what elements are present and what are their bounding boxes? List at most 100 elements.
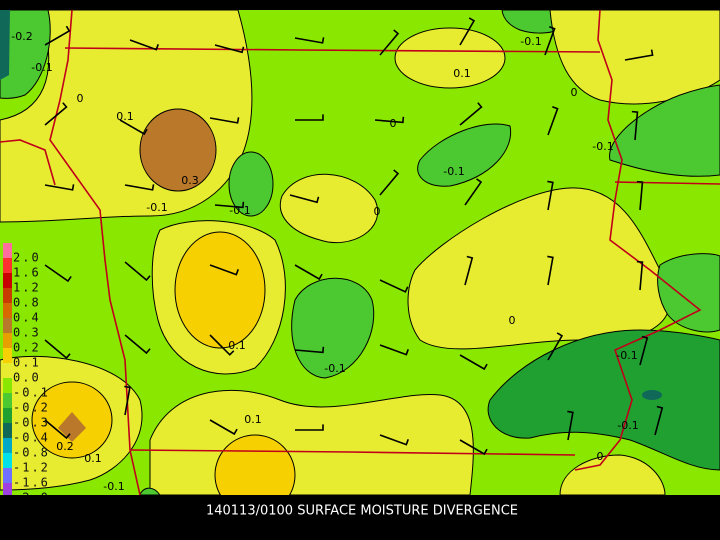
contour-label: -0.1 [443,165,464,178]
contour-label: 0 [374,205,381,218]
contour-label: 0.3 [181,174,199,187]
wind-barb [294,264,323,281]
fill-region [58,412,86,442]
wind-barb [44,25,71,46]
fill-region [228,151,274,217]
contour-label: -0.1 [103,480,124,493]
wind-barb [129,39,159,51]
legend-label: 0.4 [13,311,41,325]
legend-label: 0.2 [13,341,41,355]
fill-region [139,487,161,496]
wind-barb [631,110,639,141]
border-line [614,181,720,185]
wind-barbs [44,17,664,456]
contour-label: 0.1 [453,67,471,80]
wind-barb [44,419,71,440]
legend-label: 0.0 [13,371,41,385]
wind-barb [636,180,644,211]
fill-region [394,27,506,89]
wind-barb [547,106,559,136]
color-legend: 2.01.61.20.80.40.30.20.10.0-0.1-0.2-0.3-… [3,243,50,505]
wind-barb [214,201,245,209]
legend-swatch [3,483,12,498]
wind-barb [459,439,488,456]
wind-barb [636,260,644,291]
wind-barb [119,119,148,136]
contour-label: -0.1 [324,362,345,375]
wind-barb [124,334,151,355]
wind-barb [209,419,238,436]
border-line [64,47,601,53]
wind-barb [654,405,664,436]
wind-barb [379,434,409,446]
border-line [129,449,576,456]
contour-label: 0.1 [116,110,134,123]
wind-barb [44,264,72,283]
legend-swatch [3,288,12,303]
wind-barb [459,17,476,46]
contour-label: -0.1 [146,201,167,214]
legend-swatch [3,423,12,438]
legend-label: -0.2 [13,401,50,415]
legend-swatch [3,453,12,468]
wind-barb [294,346,325,354]
contour-label: 0.1 [228,339,246,352]
fill-region [174,231,266,349]
legend-label: -0.1 [13,386,50,400]
wind-barb [379,29,400,56]
legend-label: -0.3 [13,416,50,430]
contour-label: 0 [390,117,397,130]
wind-barb [44,184,75,191]
wind-barb [547,180,554,211]
wind-barb [289,194,320,204]
legend-label: 2.0 [13,251,41,265]
wind-barb [124,261,151,282]
contour-label: 0.2 [56,440,74,453]
wind-barb [459,102,483,126]
legend-label: 1.2 [13,281,41,295]
legend-swatch [3,303,12,318]
wind-barb [124,184,155,191]
legend-label: -1.6 [13,476,50,490]
footer-band [0,495,720,540]
wind-barb [547,332,564,361]
wind-barb [464,178,483,206]
legend-swatch [3,438,12,453]
wind-barb [567,410,574,441]
wind-barb [379,279,409,293]
legend-label: -0.4 [13,431,50,445]
state-borders [0,9,720,496]
fill-region [417,123,512,187]
field-fills [0,9,720,516]
wind-barb [459,354,488,371]
border-line [574,9,702,471]
border-line [49,9,141,496]
legend-label: 0.1 [13,356,41,370]
legend-swatch [3,243,12,258]
contour-label: -0.2 [11,30,32,43]
fill-region [139,108,217,192]
legend-swatch [3,408,12,423]
contour-label: 0.1 [244,413,262,426]
wind-barb [624,49,654,61]
legend-label: 1.6 [13,266,41,280]
legend-swatch [3,318,12,333]
wind-barb [209,334,235,356]
contour-label: 0.1 [84,452,102,465]
contour-label: -0.1 [520,35,541,48]
wind-barb [44,102,68,126]
wind-barb [294,37,325,44]
legend-swatch [3,258,12,273]
fill-region [657,253,720,333]
contour-label: 0 [571,86,578,99]
wind-barb [214,44,245,54]
legend-swatch [3,363,12,378]
contour-labels: -0.2 -0.1 0 0.1 0.3 -0.1 -0.1 0 -0.1 0.1… [11,30,638,493]
wind-barb [295,424,324,431]
map-title: 140113/0100 SURFACE MOISTURE DIVERGENCE [206,504,518,519]
fill-region [487,329,720,471]
legend-swatch [3,468,12,483]
legend-label: 0.8 [13,296,41,310]
wind-barb [209,264,239,276]
